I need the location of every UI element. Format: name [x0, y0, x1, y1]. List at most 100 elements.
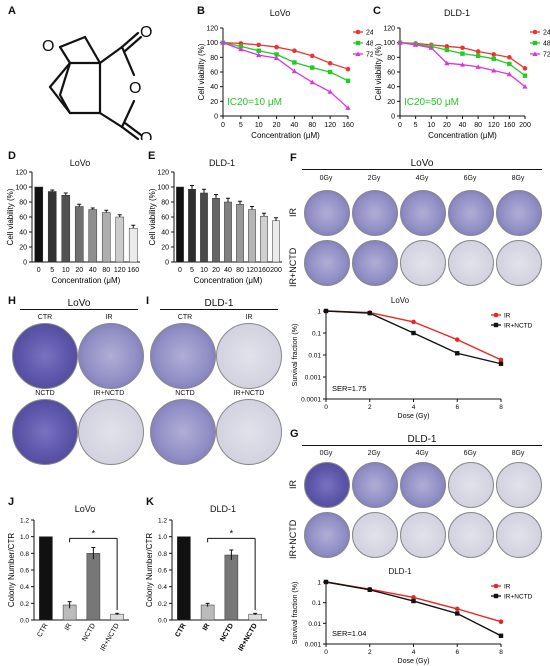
data-point [310, 65, 315, 70]
dose-label: 0Gy [319, 450, 333, 457]
x-tick-label: 10 [62, 267, 70, 274]
y-tick-label: 1.2 [158, 518, 167, 525]
x-tick-label: 6 [455, 404, 459, 411]
x-tick-label: CTR [36, 623, 49, 639]
data-point [498, 633, 504, 638]
colony-dish [400, 462, 446, 508]
data-point [355, 40, 361, 46]
chart-k-colony-dld1: 0.0 0.2 0.4 0.6 0.8 1.0 1.2 CTR IR NCTD IR+NCTD * Co… [145, 518, 267, 653]
data-point [498, 361, 504, 366]
x-tick-label: 0 [37, 267, 41, 274]
x-axis-label: Concentration (μM) [194, 276, 263, 285]
data-point [460, 45, 465, 51]
y-tick-label: 100 [15, 185, 27, 192]
panel-g-dose-row: 0Gy 2Gy 4Gy 6Gy 8Gy [302, 450, 542, 460]
colony-dish [12, 323, 78, 389]
dose-label: 6Gy [463, 450, 477, 457]
panel-j-title: LoVo [74, 504, 96, 514]
y-tick-label: 120 [383, 26, 395, 33]
x-tick-label: 8 [499, 404, 503, 411]
panel-i-title: DLD-1 [160, 298, 278, 310]
y-tick-label: 20 [19, 245, 27, 252]
y-tick-label: 0.01 [308, 621, 321, 628]
x-tick-label: 120 [324, 122, 336, 129]
data-point [493, 583, 499, 589]
series-IR+NCTD [323, 308, 504, 366]
data-point [428, 45, 434, 50]
panel-f-dose-row: 0Gy 2Gy 4Gy 6Gy 8Gy [302, 175, 542, 185]
y-tick-label: 0 [23, 260, 27, 267]
data-point [345, 66, 351, 72]
colony-dish [304, 462, 350, 508]
colony-dish [150, 323, 216, 389]
data-point [274, 44, 279, 50]
colony-dish [352, 240, 398, 286]
panel-label-e: E [148, 150, 156, 162]
data-point [506, 71, 512, 77]
dose-label: 2Gy [367, 450, 381, 457]
y-tick-label: 40 [387, 84, 395, 91]
x-axis-label: Concentration (μM) [428, 131, 497, 140]
data-point [256, 48, 261, 53]
x-tick-label: NCTD [219, 623, 235, 643]
bar [110, 613, 124, 621]
legend-label: IR+NCTD [504, 323, 533, 330]
x-tick-label: NCTD [81, 623, 97, 643]
data-point [455, 351, 460, 356]
x-tick-label: 40 [224, 267, 232, 274]
legend-label: 72H [366, 52, 373, 59]
colony-dish [78, 399, 144, 465]
data-point [256, 52, 262, 58]
bar [39, 536, 53, 621]
x-tick-label: 0 [221, 122, 225, 129]
data-point [493, 593, 499, 599]
panel-g-curve-title: DLD-1 [388, 567, 412, 576]
data-point [475, 64, 481, 69]
y-tick-label: 60 [210, 70, 218, 77]
dish-label: IR [105, 314, 113, 321]
data-point [444, 47, 450, 53]
data-point [532, 51, 538, 56]
data-point [459, 62, 466, 67]
data-point [454, 337, 460, 342]
colony-dish [352, 512, 398, 558]
significance-star: * [92, 528, 96, 538]
series-line [325, 310, 502, 361]
colony-dish [400, 512, 446, 558]
y-tick-label: 1.0 [20, 534, 29, 541]
bar [236, 204, 244, 263]
data-point [491, 56, 496, 61]
panel-label-f: F [290, 152, 297, 164]
x-tick-label: 0 [324, 649, 328, 656]
data-point [491, 67, 497, 73]
y-tick-label: 60 [387, 70, 395, 77]
bar [212, 198, 220, 263]
dish-label: IR [245, 314, 253, 321]
data-point [309, 79, 315, 85]
panel-b-title: LoVo [269, 8, 291, 18]
data-point [292, 48, 297, 54]
y-tick-label: 0 [165, 260, 169, 267]
y-tick-label: 100 [157, 185, 169, 192]
y-tick-label: 80 [210, 55, 218, 62]
x-tick-label: 0 [324, 404, 328, 411]
x-tick-label: 80 [474, 122, 482, 129]
x-tick-label: IR [64, 623, 74, 633]
y-tick-label: 100 [383, 40, 395, 47]
dose-label: 6Gy [463, 175, 477, 182]
row-label-ir: IR [288, 208, 298, 218]
colony-dish [496, 240, 542, 286]
x-tick-label: 80 [308, 122, 316, 129]
panel-label-h: H [8, 295, 16, 307]
colony-dish [496, 512, 542, 558]
bar [200, 604, 215, 621]
x-tick-label: IR [202, 623, 212, 633]
legend-label: 24H [366, 30, 373, 37]
x-tick-label: 160 [258, 267, 270, 274]
x-tick-label: 10 [427, 122, 435, 129]
y-tick-label: 120 [157, 170, 169, 177]
legend-label: IR [504, 584, 511, 591]
x-tick-label: IR+NCTD [238, 623, 259, 653]
